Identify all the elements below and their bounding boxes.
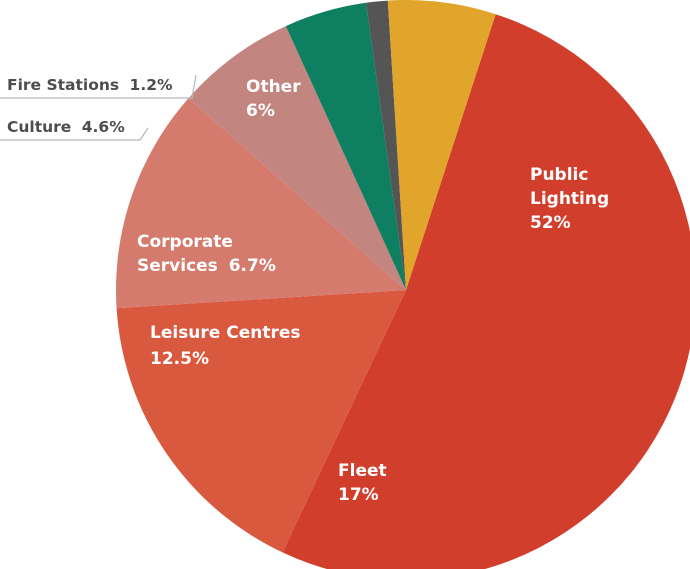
- pie-slice-leisure-centres: [115, 98, 406, 309]
- pie-slice-culture: [285, 2, 406, 291]
- slice-label-leisure-centres: Leisure Centres 12.5%: [150, 323, 306, 369]
- pie-slice-other: [387, 0, 496, 290]
- slice-label-fleet: Fleet 17%: [338, 461, 393, 505]
- callout-label-fire-stations: Fire Stations 1.2%: [7, 76, 173, 94]
- pie-slice-corporate-services: [188, 26, 406, 290]
- pie-slice-fire-stations: [366, 0, 406, 290]
- leader-line-fire-stations: [0, 74, 197, 99]
- pie-slice-fleet: [116, 290, 406, 553]
- pie-slices: [115, 0, 690, 569]
- slice-label-public-lighting: Public Lighting 52%: [530, 165, 615, 233]
- slice-label-corporate-services: Corporate Services 6.7%: [137, 232, 276, 276]
- leader-line-culture: [0, 127, 149, 141]
- pie-slice-public-lighting: [282, 14, 690, 569]
- slice-label-other: Other 6%: [246, 77, 307, 121]
- callout-label-culture: Culture 4.6%: [7, 118, 125, 136]
